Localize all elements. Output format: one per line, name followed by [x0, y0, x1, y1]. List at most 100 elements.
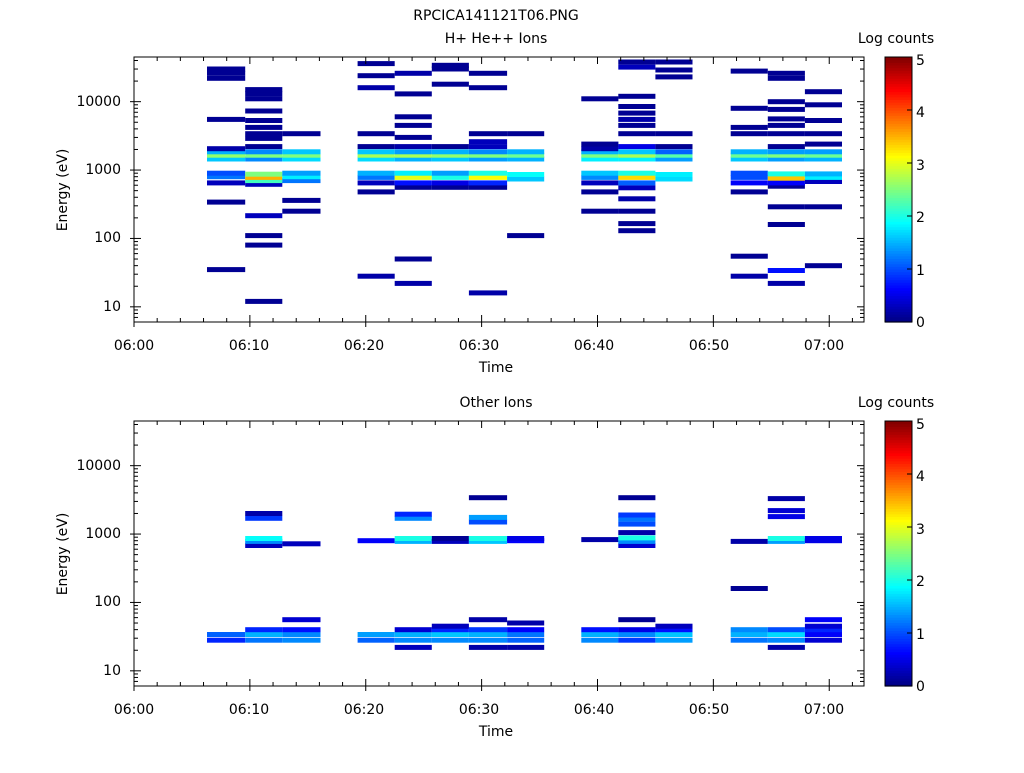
- heatmap-cell: [468, 627, 508, 633]
- colorbar-segment: [885, 64, 912, 69]
- heatmap-cell: [394, 144, 432, 150]
- colorbar-segment: [885, 646, 912, 650]
- colorbar-segment: [885, 508, 912, 512]
- colorbar-segment: [885, 261, 912, 265]
- heatmap-cell: [767, 637, 805, 643]
- colorbar-segment: [885, 633, 912, 637]
- colorbar-segment: [885, 603, 912, 608]
- colorbar-segment: [885, 80, 912, 85]
- heatmap-cell: [394, 114, 432, 120]
- heatmap-cell: [282, 152, 321, 158]
- heatmap-cell: [618, 512, 656, 518]
- colorbar-segment: [885, 276, 912, 281]
- y-axis-label: Energy (eV): [55, 513, 71, 596]
- colorbar-segment: [885, 115, 912, 119]
- x-tick-labels: 06:00 06:10 06:20 06:30 06:40 06:50 07:0…: [114, 338, 844, 354]
- heatmap-cell: [357, 273, 395, 279]
- heatmap-cell: [804, 118, 842, 123]
- colorbar-segment: [885, 186, 912, 191]
- heatmap-cell: [581, 627, 619, 633]
- heatmap-cell: [618, 185, 656, 191]
- heatmap-cell: [730, 68, 768, 74]
- colorbar-segment: [885, 205, 912, 209]
- heatmap-cell: [357, 637, 395, 643]
- heatmap-cell: [431, 184, 469, 190]
- heatmap-cell: [804, 263, 842, 269]
- heatmap-cell: [282, 637, 321, 643]
- colorbar-segment: [885, 521, 912, 525]
- colorbar-segment: [885, 617, 912, 621]
- heatmap-cell: [767, 149, 805, 155]
- heatmap-cell: [394, 174, 432, 180]
- x-tick-label: 07:00: [804, 702, 844, 718]
- heatmap-cell: [730, 627, 768, 633]
- heatmap-cell: [245, 213, 283, 219]
- heatmap-cell: [655, 623, 693, 629]
- panel-other-ions: Other Ions Log counts Time Energy (eV) 0…: [55, 395, 934, 740]
- colorbar-segment: [885, 226, 912, 230]
- heatmap-cell: [655, 172, 693, 177]
- heatmap-cell: [804, 617, 842, 623]
- heatmap-cell: [581, 141, 619, 147]
- colorbar-segment: [885, 229, 912, 233]
- heatmap-cell: [245, 298, 283, 304]
- colorbar-segment: [885, 75, 912, 79]
- colorbar-segment: [885, 242, 912, 246]
- heatmap-cell: [431, 149, 469, 155]
- colorbar-segment: [885, 266, 912, 270]
- x-tick-label: 06:30: [459, 702, 499, 718]
- heatmap-cell: [245, 91, 283, 97]
- colorbar-tick-label: 1: [916, 627, 925, 643]
- heatmap-cell: [282, 149, 321, 155]
- heatmap-cell: [618, 208, 656, 214]
- heatmap-cell: [394, 511, 432, 517]
- colorbar-segment: [885, 274, 912, 278]
- colorbar-segment: [885, 62, 912, 66]
- colorbar-segment: [885, 672, 912, 676]
- colorbar-segment: [885, 513, 912, 517]
- heatmap-cell: [282, 541, 321, 547]
- heatmap-cell: [357, 632, 395, 637]
- colorbar-segment: [885, 463, 912, 467]
- heatmap-cell: [730, 637, 768, 643]
- heatmap-cell: [394, 184, 432, 190]
- y-axis-label: Energy (eV): [55, 149, 71, 232]
- colorbar-segment: [885, 550, 912, 555]
- heatmap-cell: [207, 637, 246, 643]
- colorbar-segment: [885, 439, 912, 443]
- colorbar-segment: [885, 314, 912, 318]
- colorbar-frame: [884, 56, 913, 323]
- heatmap-cell: [394, 644, 432, 650]
- colorbar-segment: [885, 471, 912, 475]
- heatmap-cell: [767, 496, 805, 502]
- colorbar-segment: [885, 86, 912, 90]
- heatmap-cell: [468, 85, 508, 91]
- heatmap-cell: [468, 184, 508, 190]
- colorbar-segment: [885, 178, 912, 183]
- panel-title: H+ He++ Ions: [445, 31, 548, 47]
- colorbar-segment: [885, 88, 912, 93]
- heatmap-cell: [618, 543, 656, 548]
- colorbar-segment: [885, 489, 912, 494]
- heatmap-cell: [581, 174, 619, 180]
- colorbar-segment: [885, 664, 912, 669]
- heatmap-cell: [767, 538, 805, 544]
- colorbar-segment: [885, 683, 912, 687]
- colorbar-segment: [885, 511, 912, 515]
- heatmap-cell: [581, 180, 619, 186]
- heatmap-cell: [245, 156, 283, 162]
- colorbar-segment: [885, 165, 912, 169]
- colorbar-segment: [885, 237, 912, 241]
- heatmap-cell: [655, 131, 693, 137]
- heatmap-cell: [618, 116, 656, 122]
- colorbar-segment: [885, 192, 912, 196]
- heatmap-cell: [468, 131, 508, 137]
- heatmap-cell: [245, 543, 283, 548]
- colorbar-segment: [885, 495, 912, 499]
- colorbar-segment: [885, 436, 912, 441]
- colorbar-segment: [885, 221, 912, 225]
- heatmap-cell: [767, 536, 805, 541]
- heatmap-cell: [730, 170, 768, 176]
- y-tick-label: 1000: [85, 526, 121, 542]
- heatmap-cell: [767, 632, 805, 637]
